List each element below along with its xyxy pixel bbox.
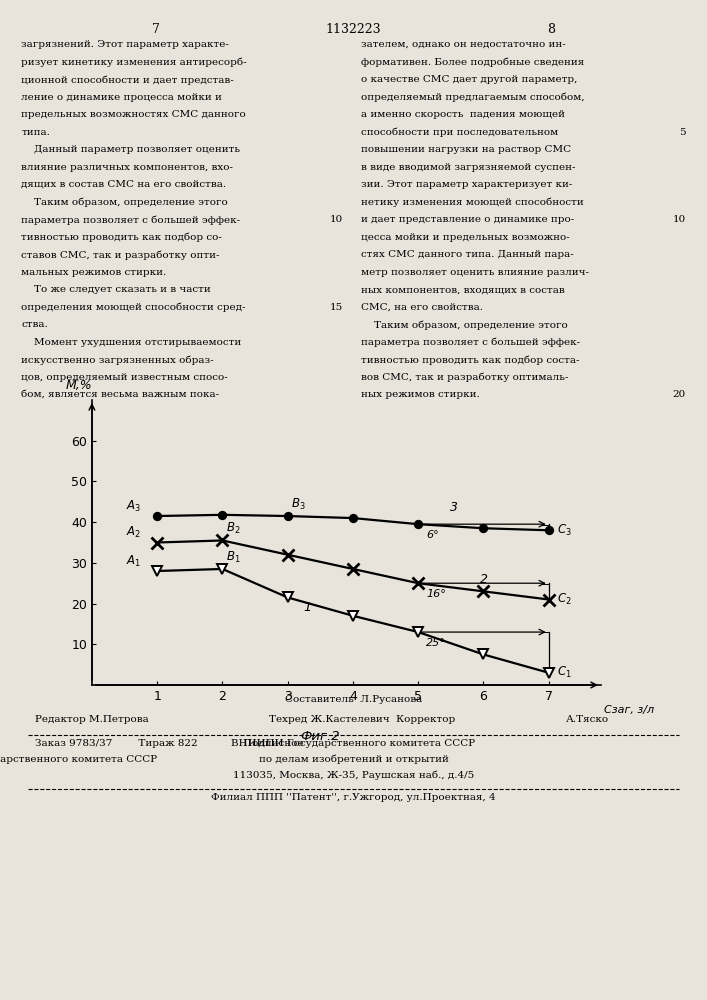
Text: Cзаг, з/л: Cзаг, з/л [604, 705, 655, 715]
Text: параметра позволяет с большей эффек-: параметра позволяет с большей эффек- [21, 215, 240, 225]
Text: тивностью проводить как подбор соста-: тивностью проводить как подбор соста- [361, 355, 579, 365]
Text: влияние различных компонентов, вхо-: влияние различных компонентов, вхо- [21, 163, 233, 172]
Text: 25°: 25° [426, 638, 446, 648]
Text: M,%: M,% [66, 379, 93, 392]
Text: $B_2$: $B_2$ [226, 521, 240, 536]
Text: ных режимов стирки.: ных режимов стирки. [361, 390, 479, 399]
Text: о качестве СМС дает другой параметр,: о качестве СМС дает другой параметр, [361, 75, 577, 84]
Text: цов, определяемый известным спосо-: цов, определяемый известным спосо- [21, 372, 228, 381]
Text: 20: 20 [672, 390, 686, 399]
Text: Филиал ППП ''Патент'', г.Ужгород, ул.Проектная, 4: Филиал ППП ''Патент'', г.Ужгород, ул.Про… [211, 793, 496, 802]
Text: $A_2$: $A_2$ [126, 525, 141, 540]
Text: предельных возможностях СМС данного: предельных возможностях СМС данного [21, 110, 246, 119]
Text: мальных режимов стирки.: мальных режимов стирки. [21, 268, 166, 277]
Text: Данный параметр позволяет оценить: Данный параметр позволяет оценить [21, 145, 240, 154]
Text: в виде вводимой загрязняемой суспен-: в виде вводимой загрязняемой суспен- [361, 163, 575, 172]
Text: $B_3$: $B_3$ [291, 497, 305, 512]
Text: зателем, однако он недостаточно ин-: зателем, однако он недостаточно ин- [361, 40, 566, 49]
Text: искусственно загрязненных образ-: искусственно загрязненных образ- [21, 355, 214, 365]
Text: а именно скорость  падения моющей: а именно скорость падения моющей [361, 110, 565, 119]
Text: определения моющей способности сред-: определения моющей способности сред- [21, 302, 246, 312]
Text: СМС, на его свойства.: СМС, на его свойства. [361, 302, 483, 312]
Text: Момент ухудшения отстирываемости: Момент ухудшения отстирываемости [21, 338, 242, 347]
Text: зии. Этот параметр характеризует ки-: зии. Этот параметр характеризует ки- [361, 180, 572, 189]
Text: формативен. Более подробные сведения: формативен. Более подробные сведения [361, 57, 584, 67]
Text: 6°: 6° [426, 530, 439, 540]
Text: ВНИИПИ Государственного комитета СССР: ВНИИПИ Государственного комитета СССР [0, 755, 158, 764]
Text: и дает представление о динамике про-: и дает представление о динамике про- [361, 215, 574, 224]
Text: 3: 3 [450, 501, 458, 514]
Text: параметра позволяет с большей эффек-: параметра позволяет с большей эффек- [361, 338, 580, 347]
Text: 1132223: 1132223 [326, 23, 381, 36]
Text: $C_2$: $C_2$ [556, 592, 571, 607]
Text: по делам изобретений и открытий: по делам изобретений и открытий [259, 755, 448, 764]
Text: ционной способности и дает представ-: ционной способности и дает представ- [21, 75, 234, 85]
Text: $A_1$: $A_1$ [126, 554, 141, 569]
Text: стях СМС данного типа. Данный пара-: стях СМС данного типа. Данный пара- [361, 250, 573, 259]
Text: загрязнений. Этот параметр характе-: загрязнений. Этот параметр характе- [21, 40, 229, 49]
Text: 1: 1 [303, 601, 311, 614]
Text: цесса мойки и предельных возможно-: цесса мойки и предельных возможно- [361, 232, 569, 241]
Text: Таким образом, определение этого: Таким образом, определение этого [21, 198, 228, 207]
Text: ВНИИПИ Государственного комитета СССР: ВНИИПИ Государственного комитета СССР [231, 739, 476, 748]
Text: Фиг.2: Фиг.2 [300, 730, 340, 743]
Text: Таким образом, определение этого: Таким образом, определение этого [361, 320, 567, 330]
Text: 7: 7 [151, 23, 160, 36]
Text: бом, является весьма важным пока-: бом, является весьма важным пока- [21, 390, 219, 399]
Text: повышении нагрузки на раствор СМС: повышении нагрузки на раствор СМС [361, 145, 571, 154]
Text: способности при последовательном: способности при последовательном [361, 128, 558, 137]
Text: метр позволяет оценить влияние различ-: метр позволяет оценить влияние различ- [361, 268, 588, 277]
Text: 8: 8 [547, 23, 556, 36]
Text: То же следует сказать и в части: То же следует сказать и в части [21, 285, 211, 294]
Text: дящих в состав СМС на его свойства.: дящих в состав СМС на его свойства. [21, 180, 226, 189]
Text: ставов СМС, так и разработку опти-: ставов СМС, так и разработку опти- [21, 250, 220, 259]
Text: Редактор М.Петрова: Редактор М.Петрова [35, 715, 149, 724]
Text: $B_1$: $B_1$ [226, 550, 240, 565]
Text: 113035, Москва, Ж-35, Раушская наб., д.4/5: 113035, Москва, Ж-35, Раушская наб., д.4… [233, 771, 474, 780]
Text: типа.: типа. [21, 128, 50, 137]
Text: $A_3$: $A_3$ [126, 499, 141, 514]
Text: ление о динамике процесса мойки и: ление о динамике процесса мойки и [21, 93, 222, 102]
Text: 16°: 16° [426, 589, 446, 599]
Text: 5: 5 [679, 128, 686, 137]
Text: 15: 15 [329, 302, 343, 312]
Text: Заказ 9783/37        Тираж 822              Подписное: Заказ 9783/37 Тираж 822 Подписное [35, 739, 304, 748]
Text: Составитель  Л.Русанова: Составитель Л.Русанова [285, 695, 422, 704]
Text: А.Тяско: А.Тяско [566, 715, 609, 724]
Text: ных компонентов, входящих в состав: ных компонентов, входящих в состав [361, 285, 564, 294]
Text: Техред Ж.Кастелевич  Корректор: Техред Ж.Кастелевич Корректор [269, 715, 455, 724]
Text: ризует кинетику изменения антиресорб-: ризует кинетику изменения антиресорб- [21, 57, 247, 67]
Text: нетику изменения моющей способности: нетику изменения моющей способности [361, 198, 583, 207]
Text: ства.: ства. [21, 320, 48, 329]
Text: 10: 10 [329, 215, 343, 224]
Text: вов СМС, так и разработку оптималь-: вов СМС, так и разработку оптималь- [361, 372, 568, 382]
Text: 10: 10 [672, 215, 686, 224]
Text: 2: 2 [479, 573, 488, 586]
Text: $C_3$: $C_3$ [556, 523, 571, 538]
Text: определяемый предлагаемым способом,: определяемый предлагаемым способом, [361, 93, 584, 102]
Text: $C_1$: $C_1$ [556, 665, 571, 680]
Text: тивностью проводить как подбор со-: тивностью проводить как подбор со- [21, 232, 222, 242]
